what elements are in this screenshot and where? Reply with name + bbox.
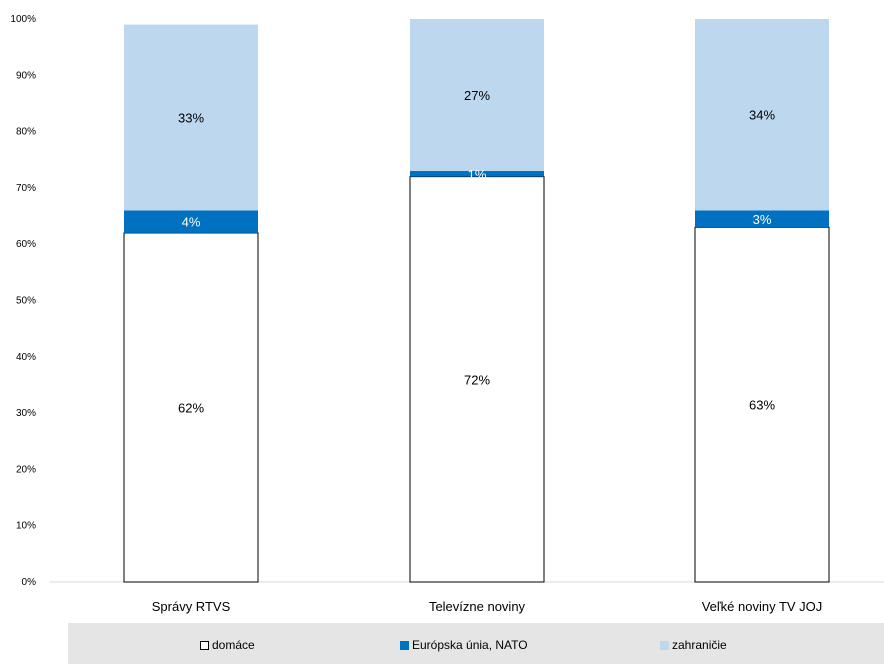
y-axis: 0% 10% 20% 30% 40% 50% 60% 70% 80% 90% 100% (10, 14, 36, 588)
stacked-bar-chart: 0% 10% 20% 30% 40% 50% 60% 70% 80% 90% 100% 62% 4% 3… (10, 14, 884, 614)
data-label: 72% (464, 372, 490, 387)
legend-label-domace: domáce (212, 638, 255, 652)
legend-label-zahranicie: zahraničie (672, 638, 727, 652)
category-labels: Správy RTVS Televízne noviny Veľké noviny … (152, 599, 823, 614)
legend-item-eu-nato: Európska únia, NATO (400, 638, 528, 652)
bars (123, 19, 830, 583)
y-tick-label: 40% (16, 352, 36, 363)
category-label: Televízne noviny (429, 599, 526, 614)
data-label: 62% (178, 400, 204, 415)
y-tick-label: 50% (16, 296, 36, 307)
y-tick-label: 20% (16, 464, 36, 475)
data-label: 1% (468, 167, 487, 182)
data-label: 3% (753, 212, 772, 227)
bar-segment (123, 232, 259, 583)
bar-segment (695, 19, 829, 211)
category-label: Správy RTVS (152, 599, 231, 614)
bar-segment (695, 210, 829, 228)
legend-swatch-eu-nato (400, 640, 409, 650)
legend-item-zahranicie: zahraničie (660, 638, 727, 652)
data-label: 27% (464, 88, 490, 103)
data-label: 34% (749, 108, 775, 123)
data-labels: 62% 4% 33% 72% 1% 27% 63% 3% 34% (178, 88, 775, 415)
bar-segment (694, 226, 830, 583)
y-tick-label: 30% (16, 408, 36, 419)
y-tick-label: 0% (22, 577, 37, 588)
bar-segment (410, 19, 544, 172)
bar-segment (410, 171, 544, 177)
data-label: 63% (749, 398, 775, 413)
bar-segment (124, 210, 258, 233)
legend-item-domace: domáce (200, 638, 255, 652)
data-label: 33% (178, 111, 204, 126)
legend-swatch-zahranicie (660, 640, 669, 650)
legend-label-eu-nato: Európska únia, NATO (412, 638, 528, 652)
legend-swatch-domace (200, 640, 209, 650)
data-label: 4% (182, 215, 201, 230)
y-tick-label: 80% (16, 127, 36, 138)
y-tick-label: 90% (16, 70, 36, 81)
y-tick-label: 100% (10, 14, 36, 25)
bar-segment (124, 24, 258, 211)
y-tick-label: 70% (16, 183, 36, 194)
y-tick-label: 60% (16, 239, 36, 250)
category-label: Veľké noviny TV JOJ (702, 599, 823, 614)
y-tick-label: 10% (16, 521, 36, 532)
